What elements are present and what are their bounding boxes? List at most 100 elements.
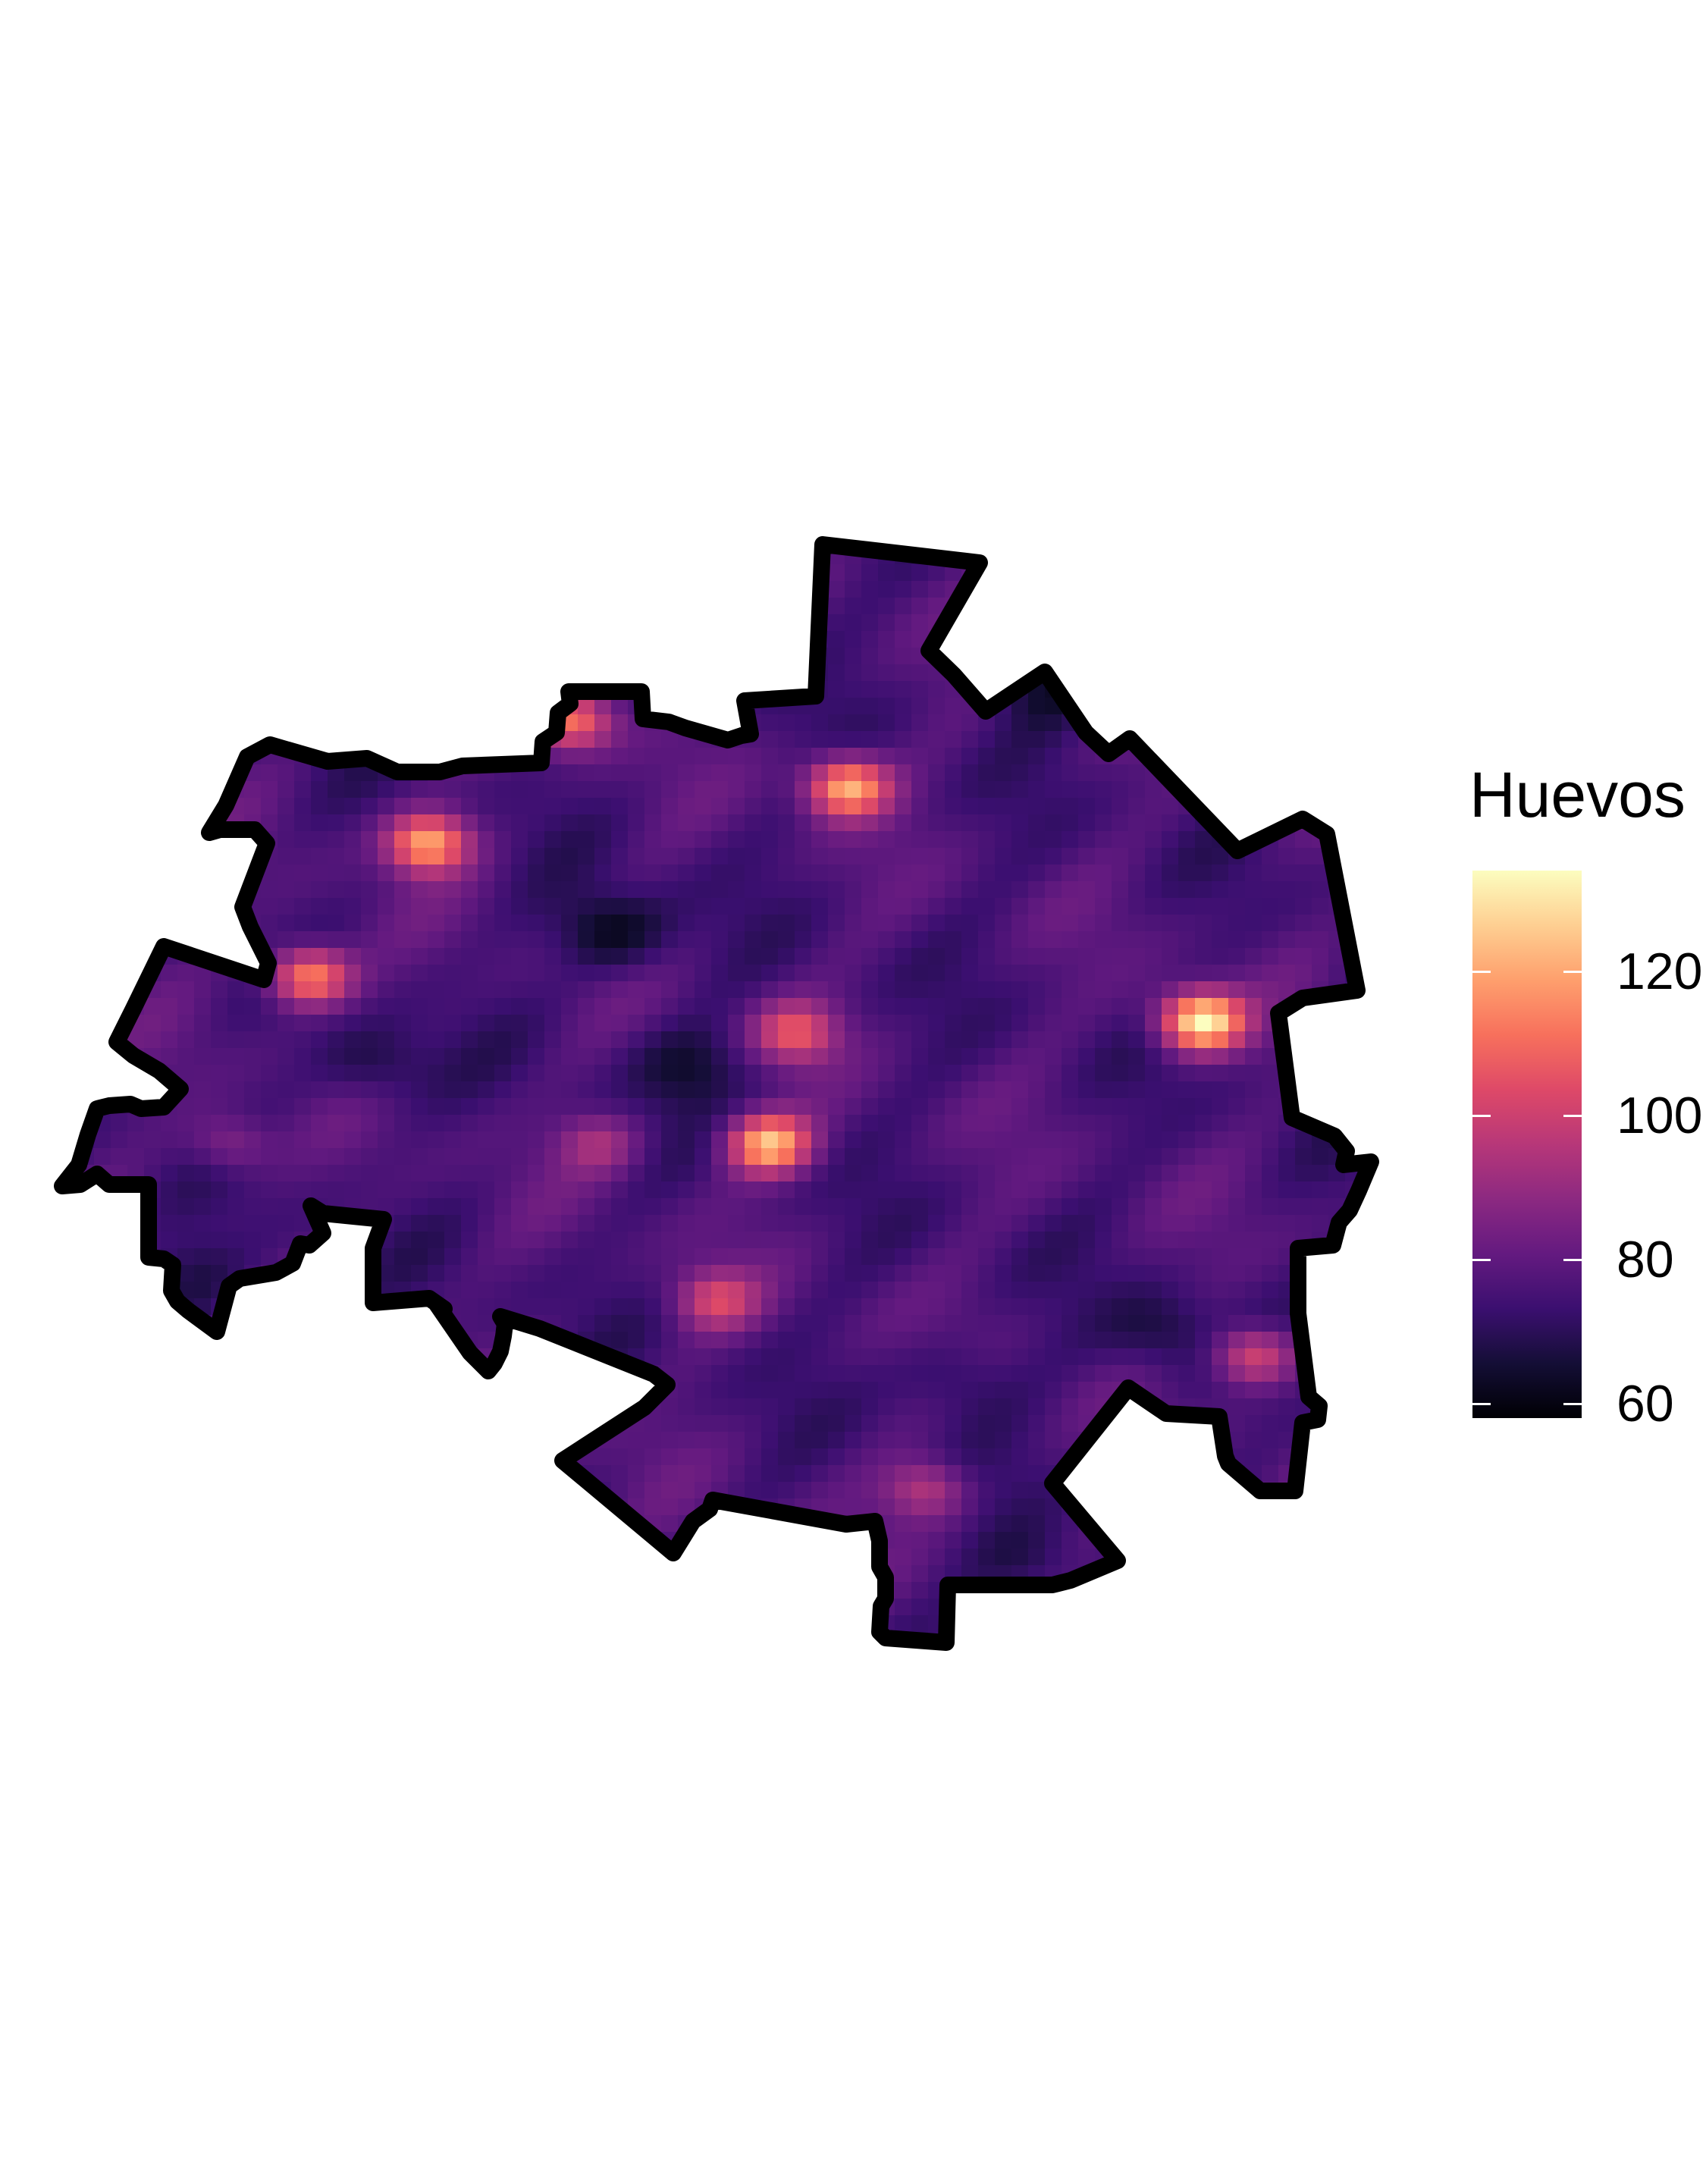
- heat-cell: [62, 948, 78, 965]
- heat-cell: [77, 544, 95, 548]
- heat-cell: [344, 1065, 362, 1082]
- heat-cell: [961, 1248, 979, 1266]
- heat-cell: [1078, 965, 1096, 982]
- heat-cell: [695, 1181, 712, 1199]
- heat-cell: [127, 898, 145, 915]
- heat-cell: [244, 798, 262, 815]
- heat-cell: [911, 1432, 929, 1449]
- heat-cell: [177, 1215, 195, 1232]
- heat-cell: [644, 1048, 662, 1065]
- heat-cell: [194, 564, 212, 582]
- heat-cell: [144, 648, 162, 665]
- heat-cell: [294, 1565, 312, 1583]
- heat-cell: [1245, 614, 1262, 632]
- heat-cell: [711, 631, 729, 648]
- heat-cell: [594, 1298, 612, 1316]
- heat-cell: [861, 1148, 879, 1166]
- heat-cell: [861, 1115, 879, 1132]
- heat-cell: [594, 1181, 612, 1199]
- heat-cell: [711, 1515, 729, 1533]
- heat-cell: [444, 681, 462, 698]
- heat-cell: [544, 1065, 562, 1082]
- heat-cell: [161, 1398, 178, 1416]
- heat-cell: [161, 548, 178, 565]
- heat-cell: [161, 1131, 178, 1149]
- heat-cell: [94, 1131, 111, 1149]
- heat-cell: [144, 544, 162, 548]
- heat-cell: [728, 1398, 745, 1416]
- heat-cell: [344, 948, 362, 965]
- heat-cell: [311, 1398, 328, 1416]
- heat-cell: [795, 1148, 812, 1166]
- heat-cell: [1178, 931, 1196, 949]
- heat-cell: [861, 1031, 879, 1049]
- heat-cell: [1345, 698, 1363, 715]
- heat-cell: [1112, 1115, 1129, 1132]
- heat-cell: [278, 548, 295, 565]
- heat-cell: [328, 965, 345, 982]
- heat-cell: [62, 1315, 78, 1332]
- heat-cell: [661, 1015, 679, 1032]
- heat-cell: [1245, 1398, 1262, 1416]
- heat-cell: [644, 1031, 662, 1049]
- heat-cell: [878, 1015, 895, 1032]
- heat-cell: [845, 698, 862, 715]
- heat-cell: [278, 598, 295, 615]
- heat-cell: [561, 748, 579, 765]
- heat-cell: [961, 1265, 979, 1282]
- heat-cell: [1228, 1365, 1246, 1382]
- heat-cell: [1262, 931, 1279, 949]
- heat-cell: [211, 598, 228, 615]
- heat-cell: [878, 1198, 895, 1216]
- heat-cell: [494, 1482, 512, 1499]
- heat-cell: [344, 1515, 362, 1533]
- heat-cell: [1095, 1131, 1112, 1149]
- heat-cell: [661, 781, 679, 799]
- heat-cell: [861, 1248, 879, 1266]
- heat-cell: [1295, 648, 1312, 665]
- heat-cell: [444, 1098, 462, 1116]
- heat-cell: [428, 948, 445, 965]
- heat-cell: [1045, 1198, 1062, 1216]
- heat-cell: [177, 798, 195, 815]
- heat-cell: [1045, 1448, 1062, 1466]
- heat-cell: [328, 998, 345, 1015]
- heat-cell: [1312, 1282, 1329, 1299]
- heat-cell: [211, 1065, 228, 1082]
- heat-cell: [745, 998, 762, 1015]
- heat-cell: [411, 1415, 428, 1432]
- heat-cell: [127, 1148, 145, 1166]
- heat-cell: [1162, 915, 1179, 932]
- heat-cell: [77, 1448, 95, 1466]
- heat-cell: [811, 1148, 829, 1166]
- heat-cell: [511, 981, 528, 999]
- heat-cell: [561, 1081, 579, 1099]
- heat-cell: [1128, 1232, 1146, 1249]
- heat-cell: [1345, 1549, 1363, 1566]
- heat-cell: [127, 831, 145, 849]
- heat-cell: [344, 898, 362, 915]
- heat-cell: [728, 1031, 745, 1049]
- heat-cell: [244, 1448, 262, 1466]
- heat-cell: [895, 1232, 912, 1249]
- heat-cell: [778, 1232, 795, 1249]
- heat-cell: [528, 948, 545, 965]
- heat-cell: [1128, 931, 1146, 949]
- heat-cell: [94, 1565, 111, 1583]
- heat-cell: [411, 1549, 428, 1566]
- heat-cell: [678, 698, 695, 715]
- heat-cell: [1362, 1215, 1371, 1232]
- heat-cell: [861, 931, 879, 949]
- heat-cell: [711, 1015, 729, 1032]
- heat-cell: [444, 1215, 462, 1232]
- heat-cell: [594, 881, 612, 899]
- heat-cell: [1278, 1498, 1296, 1516]
- heat-cell: [127, 1482, 145, 1499]
- heat-cell: [628, 931, 645, 949]
- heat-cell: [62, 1232, 78, 1249]
- heat-cell: [127, 1282, 145, 1299]
- heat-cell: [511, 714, 528, 732]
- heat-cell: [361, 1515, 378, 1533]
- heat-cell: [1011, 798, 1029, 815]
- heat-cell: [1245, 1549, 1262, 1566]
